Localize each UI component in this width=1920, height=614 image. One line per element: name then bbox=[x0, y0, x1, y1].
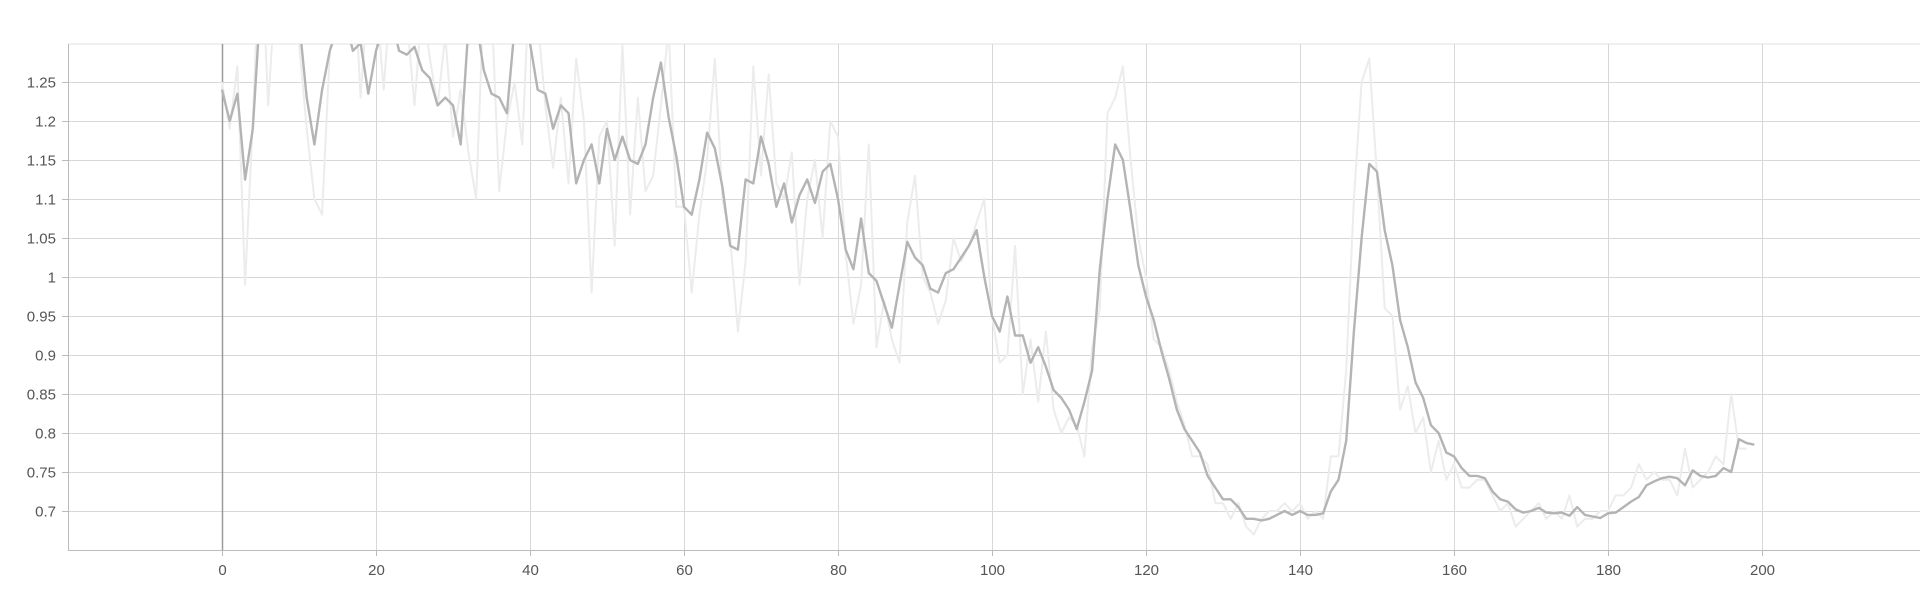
x-tick-label: 0 bbox=[218, 562, 226, 579]
x-tick-label: 180 bbox=[1596, 562, 1621, 579]
y-tick-label: 0.8 bbox=[35, 426, 56, 443]
x-tick-label: 20 bbox=[368, 562, 385, 579]
x-tick-label: 60 bbox=[676, 562, 693, 579]
grid-lines bbox=[68, 43, 1920, 550]
x-tick-label: 200 bbox=[1750, 562, 1775, 579]
smoothed-series-line bbox=[220, 44, 1755, 522]
y-tick-label: 0.85 bbox=[27, 387, 56, 404]
y-tick-label: 1 bbox=[48, 270, 56, 287]
y-tick-label: 0.7 bbox=[35, 504, 56, 521]
x-tick-label: 100 bbox=[980, 562, 1005, 579]
y-tick-label: 1.25 bbox=[27, 75, 56, 92]
raw-series-line bbox=[221, 44, 1747, 536]
y-tick-label: 0.95 bbox=[27, 309, 56, 326]
y-tick-label: 0.9 bbox=[35, 348, 56, 365]
series-lines bbox=[220, 44, 1755, 536]
x-tick-label: 40 bbox=[522, 562, 539, 579]
x-tick-label: 160 bbox=[1442, 562, 1467, 579]
y-tick-label: 1.2 bbox=[35, 114, 56, 131]
x-tick-label: 120 bbox=[1134, 562, 1159, 579]
x-tick-label: 140 bbox=[1288, 562, 1313, 579]
y-tick-label: 1.1 bbox=[35, 192, 56, 209]
y-tick-label: 1.15 bbox=[27, 153, 56, 170]
tick-labels: 0.7 0.75 0.8 0.85 0.9 0.95 1 1.05 1.1 1.15 1.2 1.25… bbox=[27, 75, 1775, 580]
x-tick-label: 80 bbox=[830, 562, 847, 579]
axes bbox=[62, 44, 1920, 556]
y-tick-label: 1.05 bbox=[27, 231, 56, 248]
y-tick-label: 0.75 bbox=[27, 465, 56, 482]
